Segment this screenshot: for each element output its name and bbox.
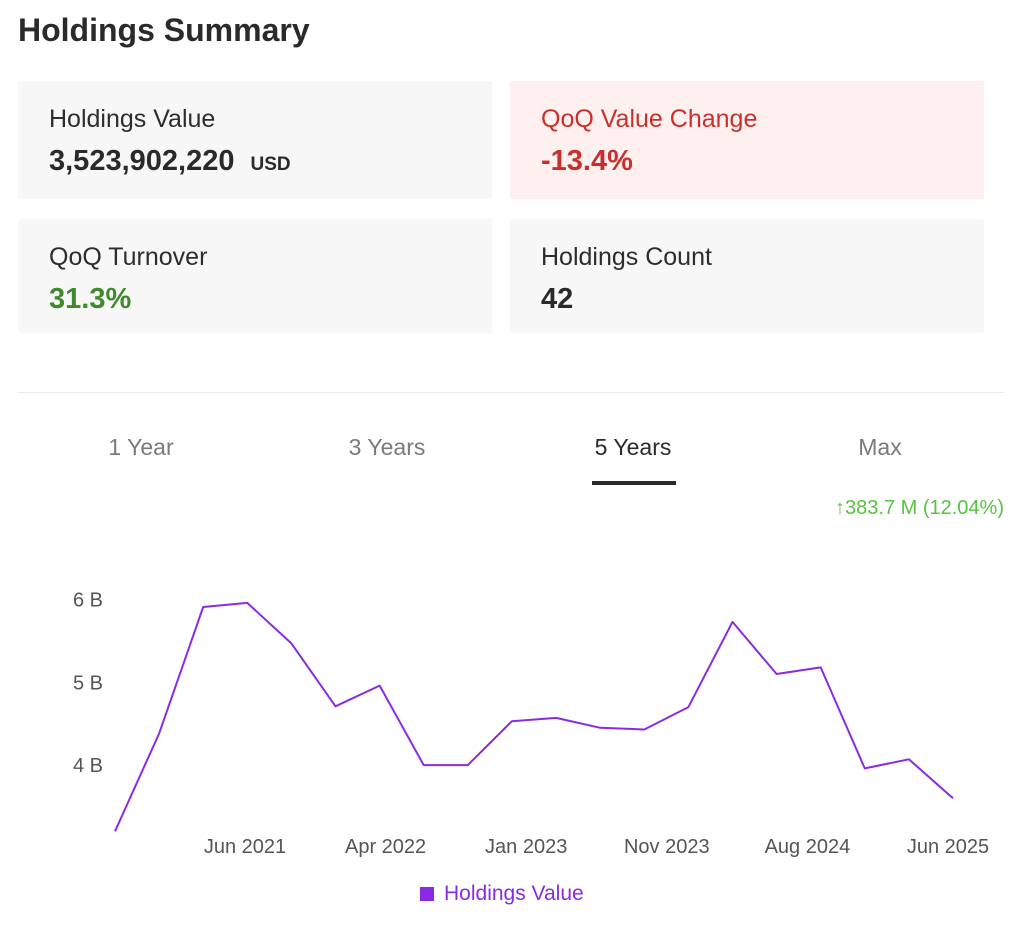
- arrow-up-icon: ↑: [835, 497, 846, 519]
- holdings-count-amount: 42: [541, 283, 574, 315]
- holdings-value-number: 3,523,902,220: [49, 145, 235, 177]
- qoq-turnover-amount: 31.3%: [49, 283, 132, 315]
- x-tick-label: Nov 2023: [624, 836, 710, 858]
- qoq-value-change-label: QoQ Value Change: [541, 105, 758, 133]
- tab-1-year[interactable]: 1 Year: [108, 434, 174, 460]
- qoq-turnover-label: QoQ Turnover: [49, 243, 208, 271]
- holdings-value-unit: USD: [250, 154, 291, 175]
- section-divider: [18, 392, 1004, 393]
- legend-swatch: [420, 887, 434, 901]
- x-tick-label: Apr 2022: [345, 836, 426, 858]
- y-tick-label: 6 B: [73, 590, 103, 612]
- change-indicator: ↑383.7 M (12.04%): [835, 497, 1004, 520]
- holdings-value-label: Holdings Value: [49, 105, 216, 133]
- tab-max[interactable]: Max: [858, 434, 902, 460]
- qoq-turnover-card: QoQ Turnover 31.3%: [18, 219, 492, 333]
- legend-label: Holdings Value: [444, 882, 584, 905]
- change-text: 383.7 M (12.04%): [845, 497, 1004, 519]
- x-tick-label: Jun 2025: [907, 836, 989, 858]
- x-tick-label: Aug 2024: [765, 836, 851, 858]
- x-tick-label: Jun 2021: [204, 836, 286, 858]
- y-tick-label: 4 B: [73, 755, 103, 777]
- holdings-count-card: Holdings Count 42: [510, 219, 984, 333]
- tab-3-years[interactable]: 3 Years: [348, 434, 426, 460]
- qoq-value-change-amount: -13.4%: [541, 145, 633, 177]
- x-tick-label: Jan 2023: [485, 836, 567, 858]
- active-tab-underline: [592, 481, 676, 485]
- page-title: Holdings Summary: [18, 12, 310, 48]
- holdings-count-label: Holdings Count: [541, 243, 712, 271]
- holdings-value-amount: 3,523,902,220 USD: [49, 145, 291, 178]
- y-tick-label: 5 B: [73, 672, 103, 694]
- holdings-value-series-line: [114, 601, 954, 832]
- holdings-value-card: Holdings Value 3,523,902,220 USD: [18, 81, 492, 199]
- qoq-value-change-card: QoQ Value Change -13.4%: [510, 81, 984, 199]
- tab-5-years[interactable]: 5 Years: [594, 434, 672, 460]
- chart-legend[interactable]: Holdings Value: [420, 882, 584, 906]
